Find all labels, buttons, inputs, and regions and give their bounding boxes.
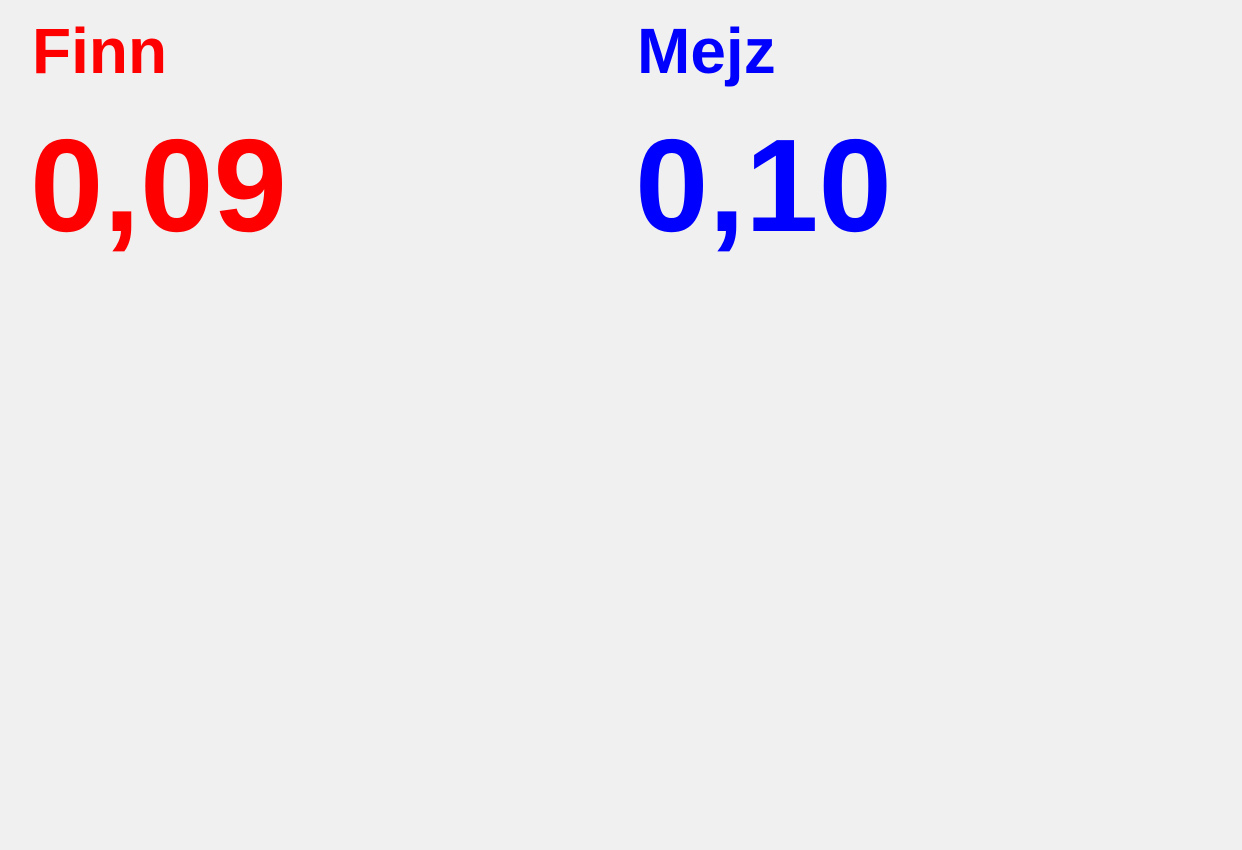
player-name: Finn [32, 15, 168, 87]
player-value: 0,10 [635, 112, 892, 259]
player-name: Mejz [637, 15, 776, 87]
player-value: 0,09 [30, 112, 287, 259]
